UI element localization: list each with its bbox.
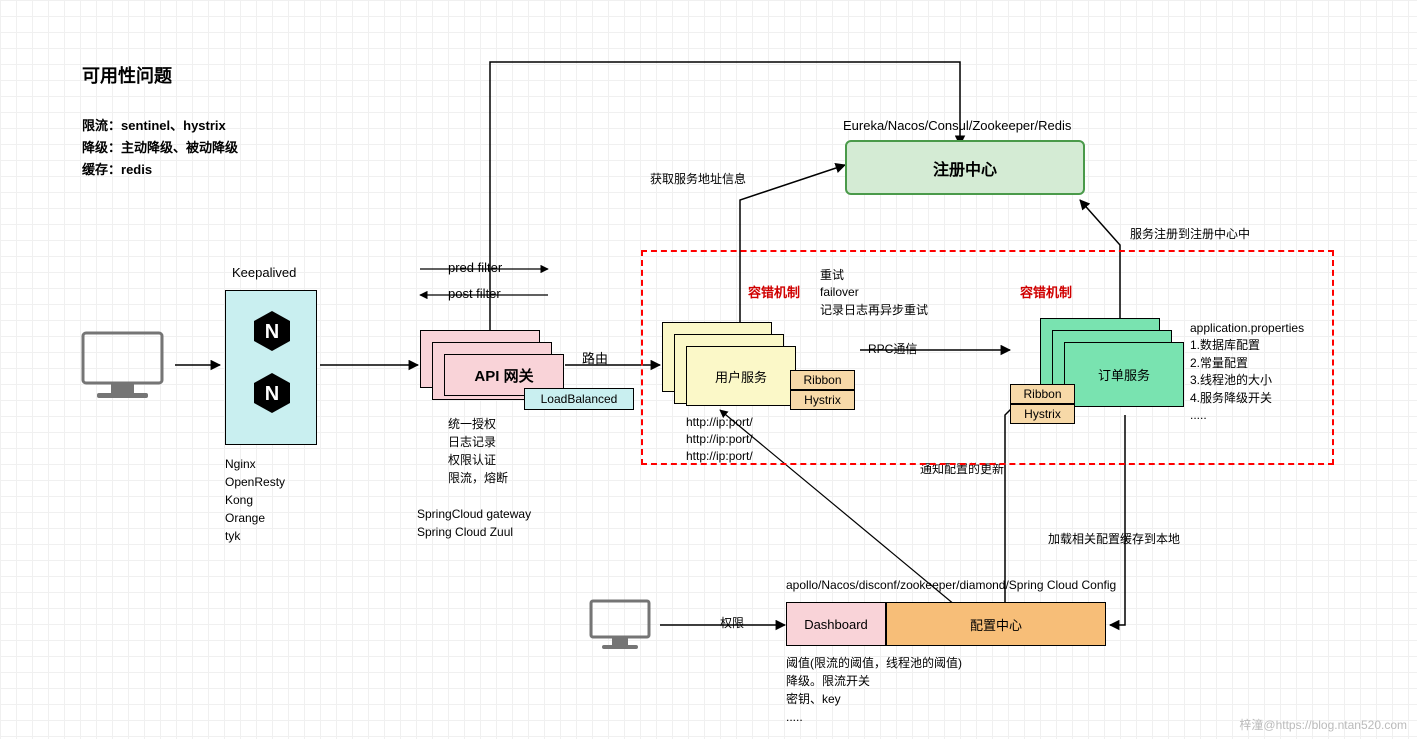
retry-notes: 重试 failover 记录日志再异步重试 (820, 267, 928, 319)
list-item: Kong (225, 491, 285, 509)
list-item: 统一授权 (448, 415, 508, 433)
order-service-title: 订单服务 (1098, 365, 1150, 384)
list-item: 权限认证 (448, 451, 508, 469)
gateway-title: API 网关 (474, 365, 533, 386)
note-value: 主动降级、被动降级 (121, 140, 238, 155)
user-ribbon: Ribbon (790, 370, 855, 390)
list-item: 1.数据库配置 (1190, 337, 1304, 354)
nginx-icon: N (250, 371, 294, 415)
get-service-label: 获取服务地址信息 (650, 170, 746, 187)
load-cache-label: 加载相关配置缓存到本地 (1048, 530, 1180, 547)
pred-filter-label: pred filter (448, 260, 502, 275)
auth-label: 权限 (720, 614, 744, 631)
config-center-box: 配置中心 (886, 602, 1106, 646)
list-item: OpenResty (225, 473, 285, 491)
list-item: 记录日志再异步重试 (820, 302, 928, 319)
gateway-impl: SpringCloud gateway Spring Cloud Zuul (417, 505, 531, 541)
list-item: Orange (225, 509, 285, 527)
gateway-notes: 统一授权 日志记录 权限认证 限流，熔断 (448, 415, 508, 487)
config-impl-label: apollo/Nacos/disconf/zookeeper/diamond/S… (786, 578, 1116, 592)
note-label: 缓存： (82, 162, 121, 177)
list-item: tyk (225, 527, 285, 545)
order-hystrix: Hystrix (1010, 404, 1075, 424)
note-label: 限流： (82, 118, 121, 133)
registry-box: 注册中心 (845, 140, 1085, 195)
url-item: http://ip:port/ (686, 448, 753, 465)
list-item: Nginx (225, 455, 285, 473)
list-item: ..... (786, 708, 962, 726)
list-item: 密钥、key (786, 690, 962, 708)
client-monitor-icon (75, 325, 170, 408)
app-props: application.properties 1.数据库配置 2.常量配置 3.… (1190, 320, 1304, 424)
svg-text:N: N (265, 321, 279, 343)
list-item: 2.常量配置 (1190, 355, 1304, 372)
dashboard-box: Dashboard (786, 602, 886, 646)
registry-impl-label: Eureka/Nacos/Consul/Zookeeper/Redis (843, 118, 1071, 133)
list-item: 阈值(限流的阈值，线程池的阈值) (786, 654, 962, 672)
user-service-front: 用户服务 (686, 346, 796, 406)
nginx-box: N N (225, 290, 317, 445)
page-title: 可用性问题 (82, 62, 172, 88)
list-item: failover (820, 284, 928, 301)
loadbalanced-tag: LoadBalanced (524, 388, 634, 410)
registry-title: 注册中心 (933, 156, 997, 180)
list-item: ..... (1190, 407, 1304, 424)
nginx-icon: N (250, 309, 294, 353)
dashboard-monitor-icon (585, 595, 655, 658)
fault-label-2: 容错机制 (1020, 282, 1072, 301)
list-item: Spring Cloud Zuul (417, 523, 531, 541)
note-label: 降级： (82, 140, 121, 155)
config-notes: 阈值(限流的阈值，线程池的阈值) 降级。限流开关 密钥、key ..... (786, 654, 962, 726)
note-value: sentinel、hystrix (121, 118, 226, 133)
register-label: 服务注册到注册中心中 (1130, 225, 1250, 242)
user-service-title: 用户服务 (715, 367, 767, 386)
list-item: 重试 (820, 267, 928, 284)
availability-notes: 限流：sentinel、hystrix 降级：主动降级、被动降级 缓存：redi… (82, 115, 238, 181)
note-value: redis (121, 162, 152, 177)
url-item: http://ip:port/ (686, 431, 753, 448)
route-label: 路由 (582, 348, 608, 367)
list-item: 3.线程池的大小 (1190, 372, 1304, 389)
nginx-impl-list: Nginx OpenResty Kong Orange tyk (225, 455, 285, 545)
order-ribbon: Ribbon (1010, 384, 1075, 404)
watermark: 梓潼@https://blog.ntan520.com (1239, 716, 1407, 733)
list-item: 日志记录 (448, 433, 508, 451)
order-service-front: 订单服务 (1064, 342, 1184, 407)
user-urls: http://ip:port/ http://ip:port/ http://i… (686, 414, 753, 464)
list-item: 限流，熔断 (448, 469, 508, 487)
list-item: SpringCloud gateway (417, 505, 531, 523)
props-title: application.properties (1190, 320, 1304, 337)
svg-text:N: N (265, 383, 279, 405)
list-item: 4.服务降级开关 (1190, 390, 1304, 407)
fault-label-1: 容错机制 (748, 282, 800, 301)
post-filter-label: post filter (448, 286, 501, 301)
list-item: 降级。限流开关 (786, 672, 962, 690)
user-hystrix: Hystrix (790, 390, 855, 410)
keepalived-label: Keepalived (232, 265, 296, 280)
url-item: http://ip:port/ (686, 414, 753, 431)
